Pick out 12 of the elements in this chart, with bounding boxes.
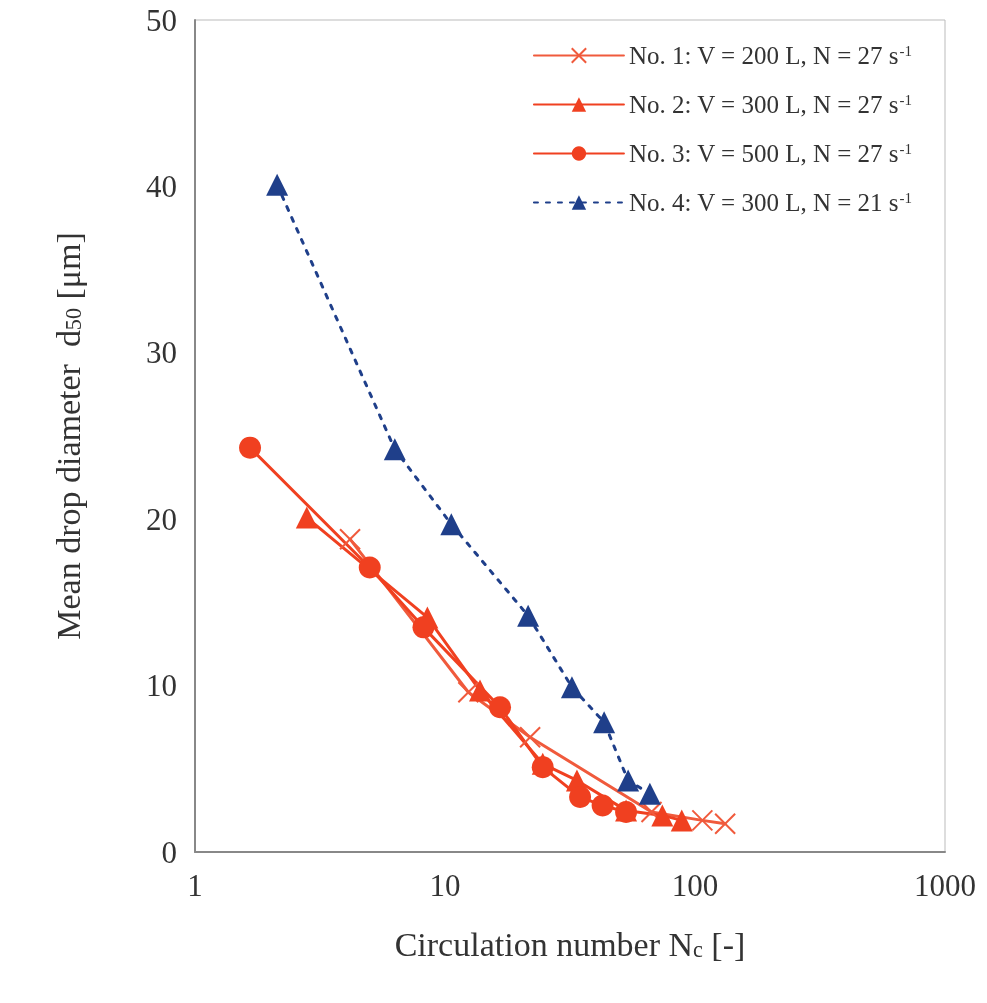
x-tick-label: 100 [671,868,719,903]
y-tick-label: 20 [146,501,177,537]
x-tick-label: 10 [429,868,461,903]
y-axis-title: Mean drop diameter d50 [μm] [49,232,87,640]
y-tick-label: 40 [146,168,177,204]
x-tick-label: 1 [187,868,203,903]
y-tick-label: 10 [146,668,177,704]
y-tick-label: 50 [146,2,177,38]
y-tick-label: 0 [161,834,177,870]
y-tick-label: 30 [146,335,177,371]
x-axis-title: Circulation number Nc [-] [394,925,746,963]
x-tick-label: 1000 [914,868,976,903]
